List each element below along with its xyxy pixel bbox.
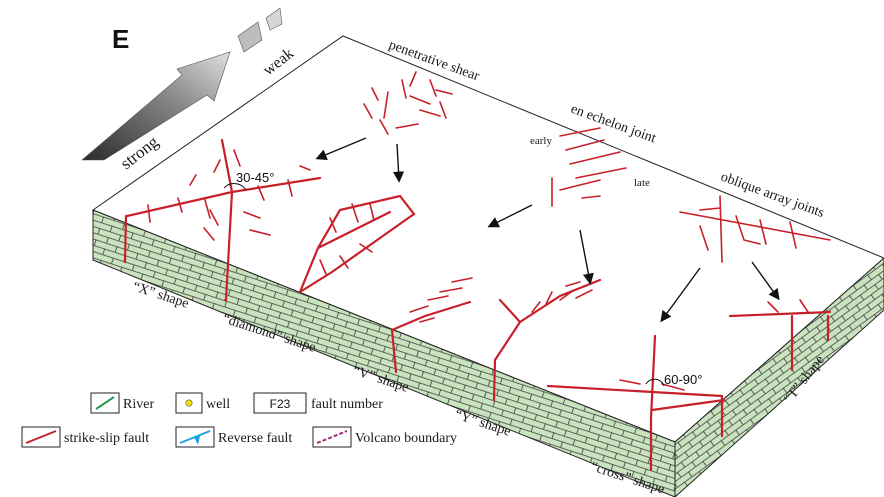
trend-arrows [315, 137, 780, 323]
strength-arrow [81, 7, 283, 161]
legend-fault-number-box: F23 [270, 397, 291, 411]
angle-arc-acute [223, 183, 247, 191]
acute-angle-label: 30-45° [236, 170, 274, 185]
legend-strike-slip-label: strike-slip fault [64, 431, 149, 446]
early-label: early [530, 135, 552, 147]
late-label: late [634, 177, 650, 189]
legend-reverse-label: Reverse fault [218, 431, 292, 446]
legend-volcano-symbol [312, 426, 352, 448]
right-angle-label: 60-90° [664, 372, 702, 387]
legend-volcano-label: Volcano boundary [355, 431, 457, 446]
legend-well-label: well [206, 397, 230, 412]
legend-fault-number-symbol [253, 392, 307, 414]
angle-arc-right [645, 378, 665, 387]
legend-fault-number-label: fault number [311, 397, 383, 412]
legend: River well F23 fault number strike-slip … [21, 392, 457, 448]
panel-label: E [112, 24, 129, 54]
legend-river-label: River [123, 397, 154, 412]
block-diagram [91, 35, 884, 497]
fault-network [123, 71, 832, 472]
